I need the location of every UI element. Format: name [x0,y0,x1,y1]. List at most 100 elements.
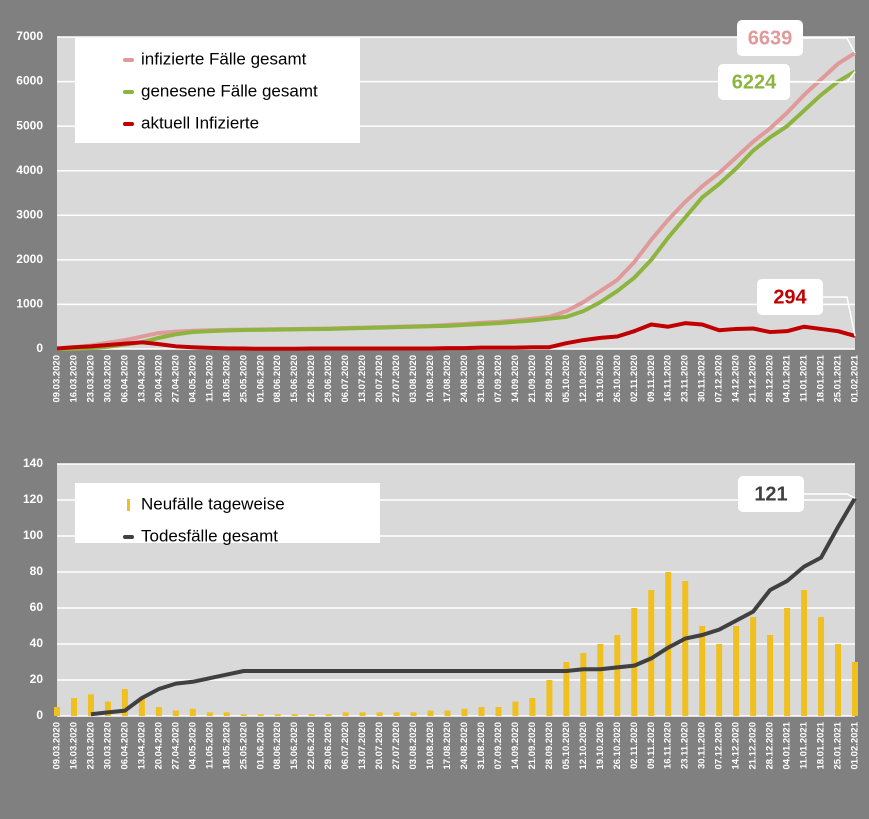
x-tick-label: 06.04.2020 [119,722,130,770]
x-tick-label: 04.05.2020 [187,722,198,770]
x-tick-label: 11.01.2021 [799,354,810,402]
y-tick-label: 20 [30,672,44,686]
y-tick-label: 0 [36,708,43,722]
x-tick-label: 21.09.2020 [527,355,538,403]
legend-label: genesene Fälle gesamt [141,81,318,100]
value-label: 6224 [732,71,777,93]
legend [75,483,380,543]
x-tick-label: 22.06.2020 [306,355,317,403]
x-tick-label: 31.08.2020 [476,355,487,403]
x-tick-label: 18.01.2021 [816,354,827,402]
x-tick-label: 27.07.2020 [391,722,402,770]
x-tick-label: 14.09.2020 [510,355,521,403]
bar [121,689,128,716]
x-tick-label: 13.04.2020 [136,722,147,770]
x-tick-label: 29.06.2020 [323,722,334,770]
x-tick-label: 25.01.2021 [833,354,844,402]
x-tick-label: 07.09.2020 [493,722,504,770]
bar [563,662,570,716]
y-tick-label: 60 [30,600,44,614]
x-tick-label: 30.11.2020 [697,722,708,769]
x-tick-label: 12.10.2020 [578,722,589,770]
x-tick-label: 20.07.2020 [374,355,385,403]
bar [393,712,400,716]
x-tick-label: 25.05.2020 [238,722,249,770]
x-tick-label: 20.04.2020 [153,722,164,770]
x-tick-label: 19.10.2020 [595,722,606,770]
callout-line [803,37,856,54]
bar [682,581,689,716]
value-label: 6639 [748,27,793,49]
bar [308,714,315,716]
bar [852,662,858,716]
x-tick-label: 12.10.2020 [578,355,589,403]
bar [665,572,672,716]
x-tick-label: 26.10.2020 [612,722,623,770]
x-tick-label: 18.05.2020 [221,722,232,770]
x-tick-label: 23.03.2020 [85,355,96,403]
bar [376,712,383,716]
bar [546,680,553,716]
x-tick-label: 04.01.2021 [782,721,793,769]
x-tick-label: 17.08.2020 [442,355,453,403]
bar [240,714,247,716]
x-tick-label: 18.05.2020 [221,355,232,403]
x-tick-label: 23.11.2020 [680,722,691,769]
bar [648,590,655,716]
bar [291,714,298,716]
bar [223,712,230,716]
x-tick-label: 28.12.2020 [765,355,776,403]
value-label: 294 [773,286,807,308]
bar [274,714,281,716]
bar [818,617,825,716]
x-tick-label: 27.04.2020 [170,355,181,403]
x-tick-label: 05.10.2020 [561,722,572,770]
x-tick-label: 05.10.2020 [561,355,572,403]
x-tick-label: 17.08.2020 [442,722,453,770]
bar [461,708,468,716]
bar [580,653,587,716]
x-tick-label: 04.05.2020 [187,355,198,403]
x-tick-label: 06.07.2020 [340,722,351,770]
x-tick-label: 15.06.2020 [289,355,300,403]
bar [529,698,536,716]
legend-label: Todesfälle gesamt [141,526,278,545]
bar [478,707,485,716]
x-tick-label: 21.12.2020 [748,355,759,403]
legend-swatch [127,499,130,511]
x-tick-label: 25.01.2021 [833,721,844,769]
x-tick-label: 13.07.2020 [357,722,368,770]
x-tick-label: 09.03.2020 [52,355,63,403]
y-tick-label: 120 [23,492,43,506]
x-tick-label: 30.11.2020 [697,355,708,402]
x-tick-label: 23.11.2020 [680,355,691,402]
bar [733,626,740,716]
y-tick-label: 6000 [16,74,43,88]
x-tick-label: 08.06.2020 [272,355,283,403]
x-tick-label: 28.09.2020 [544,722,555,770]
series-line [56,321,856,351]
legend-label: infizierte Fälle gesamt [141,49,307,68]
x-tick-label: 09.11.2020 [646,722,657,769]
x-tick-label: 16.11.2020 [663,722,674,769]
x-tick-label: 27.04.2020 [170,722,181,770]
x-tick-label: 14.12.2020 [731,355,742,403]
x-tick-label: 01.06.2020 [255,355,266,403]
bar [597,644,604,716]
y-tick-label: 1000 [16,297,43,311]
series-line [57,69,857,351]
bar [70,698,77,716]
bar [342,712,349,716]
x-tick-label: 22.06.2020 [306,722,317,770]
x-tick-label: 02.11.2020 [629,722,640,769]
x-tick-label: 11.05.2020 [204,722,215,769]
x-tick-label: 09.03.2020 [52,722,63,770]
bar [410,712,417,716]
x-tick-label: 19.10.2020 [595,355,606,403]
x-tick-label: 21.12.2020 [748,722,759,770]
y-tick-label: 5000 [16,118,43,132]
x-tick-label: 07.09.2020 [493,355,504,403]
bar [631,608,638,716]
bar [104,701,111,716]
